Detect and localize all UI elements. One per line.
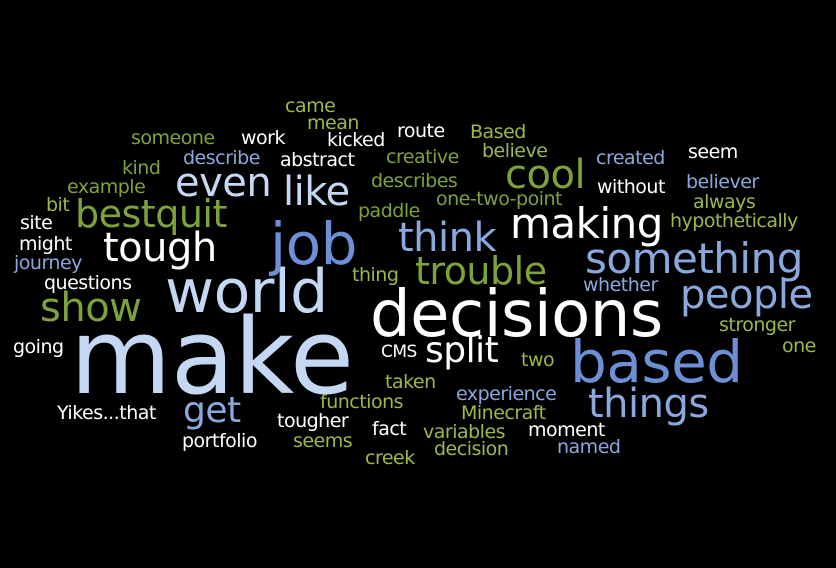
word-variables: variables — [423, 421, 506, 443]
word-believe: believe — [482, 140, 548, 162]
word-experience: experience — [456, 383, 557, 405]
word-making: making — [510, 199, 663, 248]
word-might: might — [19, 233, 72, 255]
word-going: going — [13, 336, 64, 358]
word-people: people — [680, 272, 813, 318]
word-creek: creek — [365, 447, 415, 469]
word-Yikes: Yikes...that — [57, 402, 156, 424]
word-believer: believer — [686, 171, 759, 193]
word-tougher: tougher — [277, 410, 349, 432]
word-think: think — [398, 215, 497, 261]
word-trouble: trouble — [415, 249, 547, 293]
word-get: get — [183, 390, 241, 431]
word-site: site — [20, 212, 53, 234]
word-one: one — [782, 335, 816, 357]
word-even: even — [175, 160, 272, 206]
word-tough: tough — [103, 225, 217, 271]
word-decisions: decisions — [370, 278, 663, 352]
word-kind: kind — [122, 157, 161, 179]
word-someone: someone — [131, 127, 215, 149]
word-fact: fact — [372, 418, 407, 440]
word-paddle: paddle — [358, 200, 420, 222]
word-one-two-point: one-two-point — [436, 188, 563, 210]
word-created: created — [596, 147, 665, 169]
word-something: something — [585, 234, 803, 283]
word-functions: functions — [320, 391, 404, 413]
word-came: came — [285, 95, 336, 117]
word-hypothetically: hypothetically — [670, 210, 798, 232]
word-abstract: abstract — [280, 149, 355, 171]
word-example: example — [67, 176, 146, 198]
word-mean: mean — [307, 112, 359, 134]
word-moment: moment — [528, 419, 605, 441]
word-without: without — [597, 176, 665, 198]
word-named: named — [557, 436, 621, 458]
word-cool: cool — [505, 152, 586, 198]
word-show: show — [40, 285, 142, 331]
word-whether: whether — [583, 274, 658, 296]
word-world: world — [165, 257, 328, 327]
word-things: things — [588, 381, 709, 427]
word-kicked: kicked — [327, 129, 385, 151]
word-always: always — [693, 191, 756, 213]
word-work: work — [241, 127, 285, 149]
word-job: job — [270, 210, 357, 278]
word-make: make — [70, 296, 354, 418]
word-creative: creative — [386, 146, 459, 168]
word-two: two — [521, 349, 555, 371]
word-bit: bit — [46, 194, 70, 216]
word-based: based — [570, 328, 743, 396]
word-describe: describe — [183, 147, 260, 169]
word-seem: seem — [688, 141, 738, 163]
word-questions: questions — [44, 272, 132, 294]
word-thing: thing — [352, 264, 399, 286]
word-seems: seems — [293, 430, 353, 452]
word-bestquit: bestquit — [75, 192, 227, 236]
word-like: like — [283, 169, 350, 215]
word-describes: describes — [371, 170, 458, 192]
word-Minecraft: Minecraft — [461, 402, 546, 424]
word-taken: taken — [385, 371, 436, 393]
word-Based: Based — [470, 121, 526, 143]
word-split: split — [425, 330, 499, 371]
word-journey: journey — [14, 252, 82, 274]
word-route: route — [397, 120, 445, 142]
word-stronger: stronger — [719, 314, 795, 336]
word-CMS: CMS — [381, 342, 417, 362]
word-portfolio: portfolio — [182, 430, 257, 452]
word-decision: decision — [434, 438, 509, 460]
